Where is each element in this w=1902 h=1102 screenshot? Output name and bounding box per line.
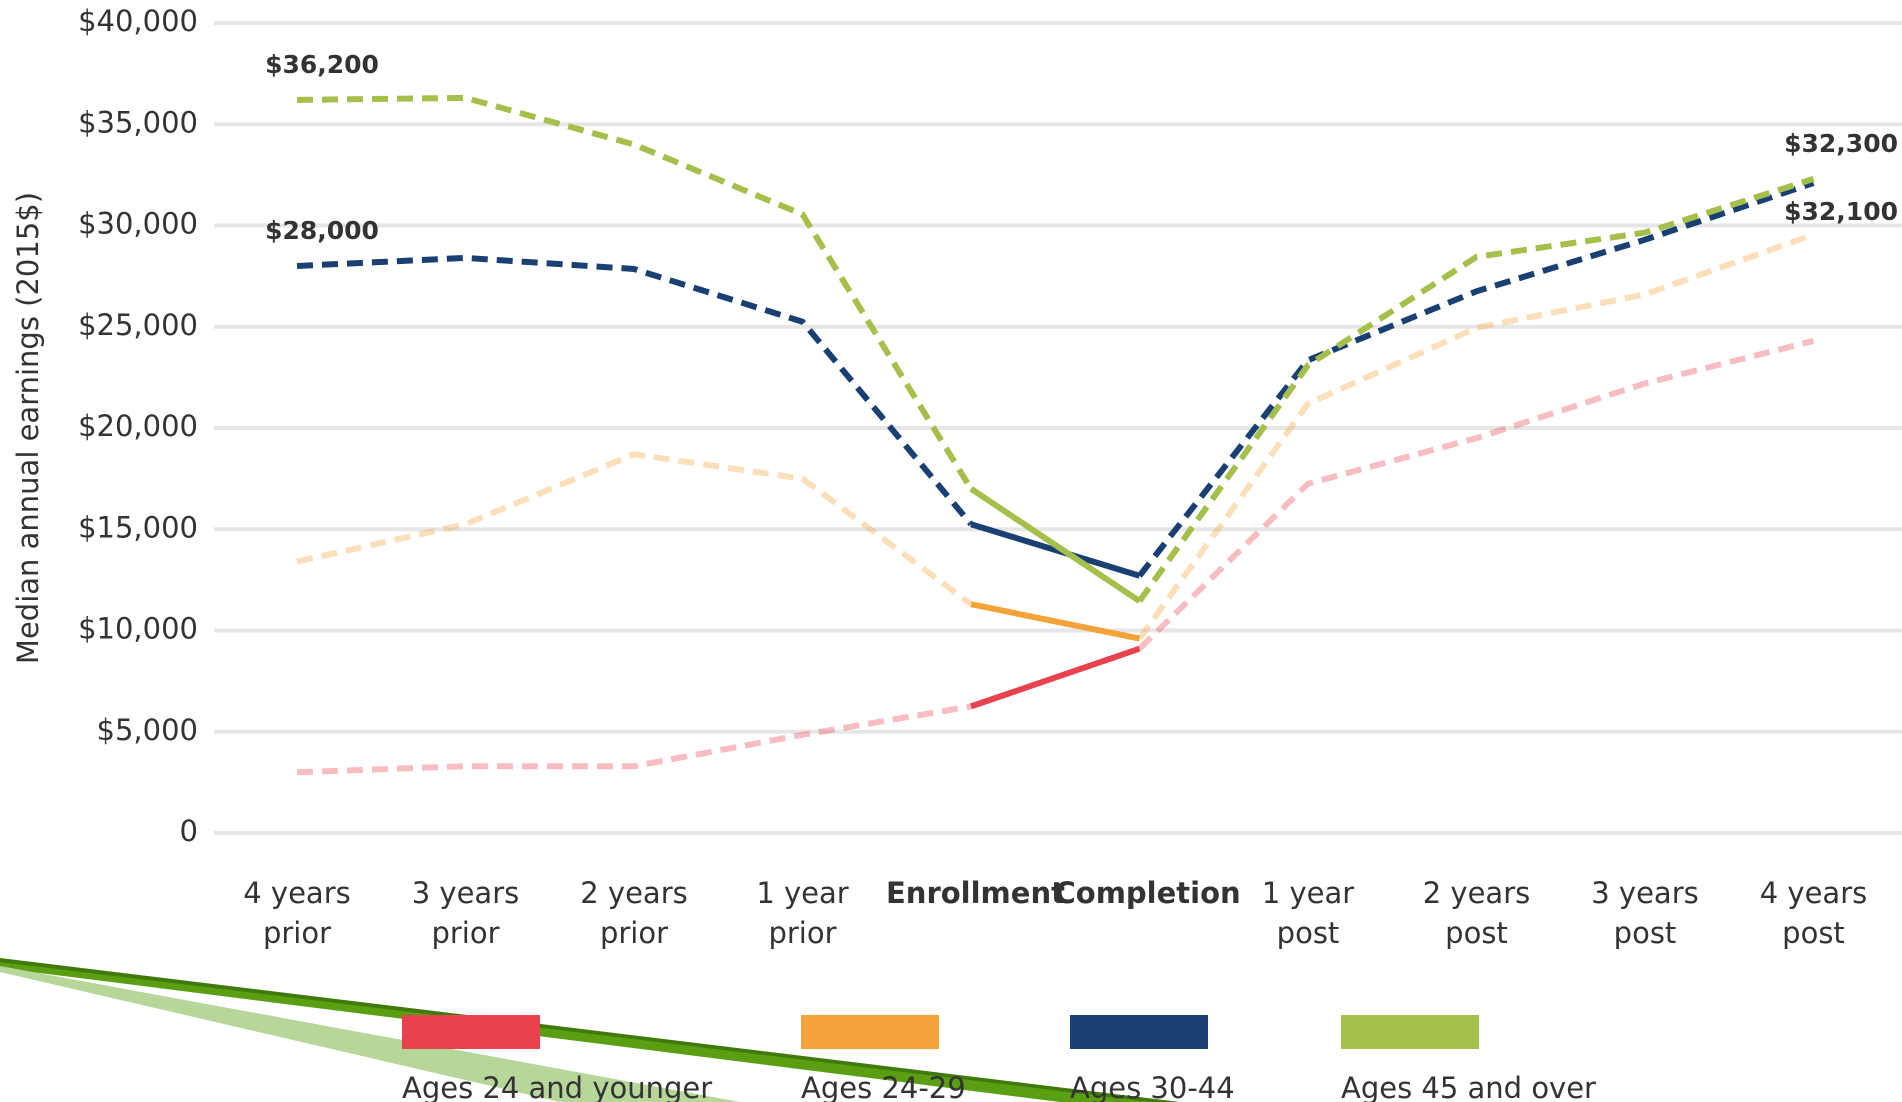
x-tick-label: 4 years post — [1759, 876, 1868, 950]
series-line — [296, 703, 972, 776]
legend-swatch — [1070, 1015, 1208, 1049]
series-line — [1137, 180, 1815, 578]
x-tick-label: 2 years prior — [580, 876, 688, 950]
y-tick-label: $20,000 — [78, 409, 198, 443]
data-label: $36,200 — [265, 50, 379, 79]
legend-label: Ages 24 and younger — [402, 1071, 712, 1102]
y-tick-label: $10,000 — [78, 612, 198, 646]
series-line — [970, 521, 1141, 579]
y-tick-label: $15,000 — [78, 510, 198, 544]
y-tick-label: $40,000 — [78, 4, 198, 38]
x-tick-label: 2 years post — [1422, 876, 1531, 950]
series-line — [296, 254, 974, 527]
legend-label: Ages 45 and over — [1341, 1071, 1596, 1102]
y-axis-label: Median annual earnings (2015$) — [11, 192, 45, 664]
x-tick-label: 4 years prior — [243, 876, 351, 950]
y-tick-label: $35,000 — [78, 105, 198, 139]
data-label: $32,300 — [1784, 129, 1898, 158]
x-tick-label: Completion — [1054, 876, 1241, 910]
x-tick-label: 3 years prior — [411, 876, 520, 950]
y-tick-label: $5,000 — [97, 713, 198, 747]
x-tick-label: Enrollment — [886, 876, 1065, 910]
series-line — [1137, 337, 1815, 651]
data-label: $32,100 — [1784, 197, 1898, 226]
decor-swoosh — [0, 958, 1180, 1102]
series-line — [296, 94, 974, 491]
x-tick-label: 1 year prior — [756, 876, 849, 950]
legend-label: Ages 30-44 — [1070, 1071, 1235, 1102]
series-line — [1137, 231, 1815, 641]
y-tick-label: $25,000 — [78, 308, 198, 342]
decor-swoosh — [0, 966, 740, 1102]
x-tick-label: 3 years post — [1591, 876, 1699, 950]
y-tick-label: $30,000 — [78, 207, 198, 241]
data-label: $28,000 — [265, 216, 379, 245]
y-tick-label: 0 — [180, 814, 198, 848]
series-line — [970, 601, 1141, 642]
series-line — [970, 645, 1141, 710]
legend-swatch — [1341, 1015, 1479, 1049]
legend-swatch — [801, 1015, 939, 1049]
legend-swatch — [402, 1015, 540, 1049]
x-tick-label: 1 year post — [1261, 876, 1355, 950]
legend-label: Ages 24-29 — [801, 1071, 966, 1102]
series-line — [969, 486, 1142, 604]
series-line — [1137, 176, 1815, 603]
series-line — [296, 451, 973, 607]
